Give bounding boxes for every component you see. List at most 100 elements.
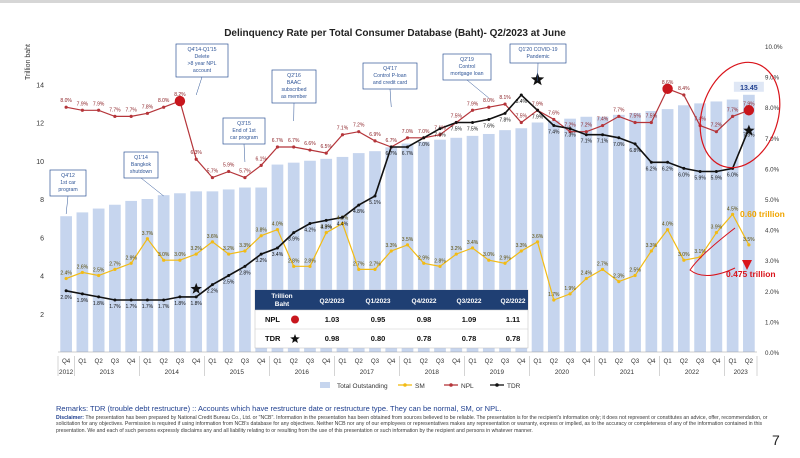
tdr-data-label: 2.0% [60, 295, 72, 301]
x-tick-label: Q1 [403, 358, 412, 365]
sm-point [373, 267, 377, 271]
tdr-data-label: 6.2% [646, 166, 658, 172]
npl-point [731, 114, 735, 118]
bar-total-outstanding [417, 141, 430, 352]
tdr-data-label: 1.7% [125, 304, 137, 310]
npl-data-label: 5.9% [223, 162, 235, 168]
sm-point [129, 261, 133, 265]
npl-data-label: 7.2% [711, 123, 723, 129]
event-label: Pandemic [526, 54, 549, 60]
npl-point [129, 114, 133, 118]
y-axis-title: Trillion baht [25, 44, 32, 80]
sm-data-label: 2.3% [613, 274, 625, 280]
tdr-point [519, 93, 523, 97]
event-label: car program [230, 135, 258, 141]
table-header-cell: Q2/2023 [320, 298, 345, 305]
npl-data-label: 7.9% [532, 101, 544, 107]
x-tick-label: Q4 [127, 358, 136, 365]
npl-point [259, 163, 263, 167]
tdr-point [503, 111, 507, 115]
x-tick-label: Q1 [143, 358, 152, 365]
bar-total-outstanding [645, 111, 658, 353]
tdr-data-label: 1.8% [190, 301, 202, 307]
sm-data-label: 3.0% [483, 252, 495, 258]
sm-data-label: 2.9% [499, 255, 511, 261]
bar-total-outstanding [304, 160, 316, 352]
tdr-point [194, 295, 198, 299]
y-right-tick-label: 4.0% [765, 228, 780, 235]
year-label: 2015 [230, 369, 245, 376]
x-tick-label: Q4 [517, 358, 526, 365]
npl-data-label: 6.7% [272, 138, 284, 144]
highlight-curve [689, 227, 736, 276]
bar-total-outstanding [369, 151, 381, 352]
page-number: 7 [772, 432, 780, 448]
bar-total-outstanding [694, 103, 706, 352]
npl-data-label: 5.7% [207, 169, 219, 175]
event-label: BAAC [287, 80, 301, 86]
event-label: Q2'19 [460, 57, 474, 63]
sm-point [210, 240, 215, 244]
tdr-point [714, 169, 718, 173]
npl-point [633, 120, 637, 125]
chart-title: Delinquency Rate per Total Consumer Data… [224, 28, 566, 39]
tdr-data-label: 5.9% [711, 175, 723, 181]
npl-data-label: 7.5% [451, 114, 463, 120]
npl-data-label: 6.6% [304, 141, 316, 147]
sm-data-label: 3.2% [223, 246, 235, 252]
npl-data-label: 7.0% [402, 129, 414, 135]
table-cell: 1.09 [462, 315, 477, 324]
tdr-data-label: 1.7% [109, 304, 121, 310]
tdr-point [552, 124, 556, 128]
table-header-cell: Q2/2022 [501, 298, 526, 305]
bar-total-outstanding [76, 212, 89, 352]
table-header-cell: Trillion [271, 293, 292, 300]
event-box [222, 117, 266, 145]
npl-point [64, 105, 68, 109]
npl-point [340, 133, 345, 137]
x-tick-label: Q4 [452, 358, 461, 365]
delinquency-chart: Delinquency Rate per Total Consumer Data… [25, 28, 785, 390]
y-right-tick-label: 9.0% [765, 75, 780, 82]
year-label: 2016 [295, 369, 310, 376]
sm-data-label: 3.3% [239, 243, 251, 249]
legend-swatch-dot [403, 383, 407, 387]
event-label: Bangkok [131, 162, 152, 168]
event-box [509, 43, 567, 64]
tdr-point [682, 166, 686, 170]
table-header-cell: Baht [275, 301, 290, 308]
tdr-point [340, 215, 344, 219]
bar-total-outstanding [287, 162, 300, 352]
tdr-data-label: 7.5% [451, 127, 463, 133]
tdr-point [80, 292, 84, 296]
bar-total-outstanding [482, 133, 495, 352]
tdr-data-label: 7.0% [418, 142, 430, 148]
tdr-point [259, 252, 263, 256]
sm-data-label: 3.5% [402, 237, 414, 243]
sm-data-label: 3.8% [255, 228, 267, 234]
x-tick-label: Q4 [647, 358, 656, 365]
x-tick-label: Q4 [192, 358, 201, 365]
sm-point [97, 273, 101, 278]
disclaimer-label: Disclaimer: [56, 415, 84, 421]
event-box [123, 151, 159, 179]
bar-total-outstanding [336, 156, 349, 352]
tdr-point [454, 121, 458, 124]
disclaimer: Disclaimer: The presentation has been pr… [56, 415, 768, 434]
event-label: Q1'14 [134, 155, 148, 161]
tdr-data-label: 7.0% [613, 142, 625, 148]
x-tick-label: Q4 [387, 358, 396, 365]
npl-data-label: 8.2% [174, 92, 186, 98]
bar-total-outstanding [109, 204, 121, 352]
bar-total-outstanding [92, 208, 105, 352]
table-header-bg [255, 290, 528, 310]
tdr-data-label: 1.7% [158, 304, 170, 310]
tdr-point [275, 246, 279, 250]
bar-total-outstanding [157, 195, 170, 352]
event-connector [466, 79, 489, 99]
x-tick-label: Q4 [62, 358, 71, 365]
x-tick-label: Q2 [485, 358, 494, 365]
tdr-point [633, 142, 637, 146]
bar-total-outstanding [60, 216, 72, 352]
sm-point [600, 267, 605, 271]
